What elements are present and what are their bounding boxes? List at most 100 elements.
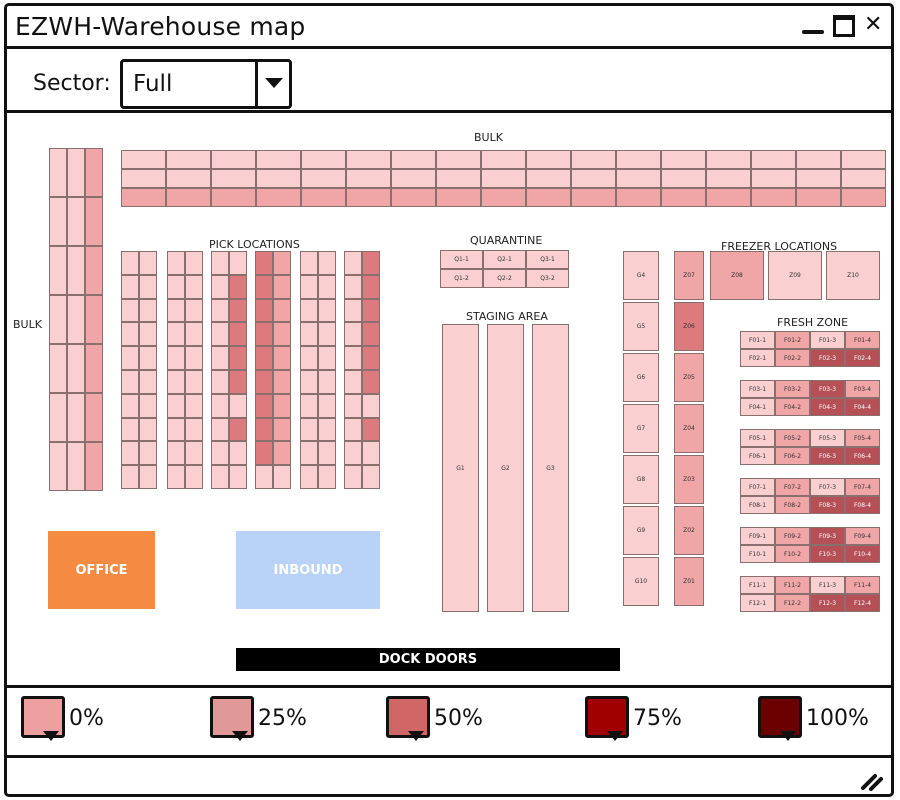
- storage-cell[interactable]: [255, 346, 273, 370]
- storage-cell[interactable]: [166, 169, 211, 188]
- storage-cell[interactable]: [139, 393, 157, 418]
- storage-cell[interactable]: F02-2: [775, 349, 810, 367]
- storage-cell[interactable]: [481, 150, 526, 169]
- storage-cell[interactable]: [211, 393, 229, 418]
- storage-cell[interactable]: F11-4: [845, 576, 880, 594]
- storage-cell[interactable]: [436, 169, 481, 188]
- storage-cell[interactable]: F07-2: [775, 478, 810, 496]
- storage-cell[interactable]: [571, 169, 616, 188]
- storage-cell[interactable]: [121, 417, 139, 442]
- storage-cell[interactable]: F09-1: [740, 527, 775, 545]
- storage-cell[interactable]: [273, 251, 291, 275]
- storage-cell[interactable]: [85, 393, 103, 442]
- storage-cell[interactable]: [841, 150, 886, 169]
- storage-cell[interactable]: [229, 251, 247, 275]
- storage-cell[interactable]: [300, 346, 318, 370]
- storage-cell[interactable]: [166, 150, 211, 169]
- storage-cell[interactable]: [318, 465, 336, 489]
- storage-cell[interactable]: [121, 188, 166, 207]
- storage-cell[interactable]: [300, 251, 318, 275]
- storage-cell[interactable]: [318, 441, 336, 466]
- storage-cell[interactable]: [300, 370, 318, 394]
- storage-cell[interactable]: [67, 442, 85, 491]
- storage-cell[interactable]: Q3-1: [526, 250, 569, 269]
- storage-cell[interactable]: F09-2: [775, 527, 810, 545]
- storage-cell[interactable]: [318, 346, 336, 370]
- storage-cell[interactable]: F07-1: [740, 478, 775, 496]
- storage-cell[interactable]: [85, 148, 103, 197]
- storage-cell[interactable]: [49, 148, 67, 197]
- storage-cell[interactable]: [167, 322, 185, 347]
- storage-cell[interactable]: [167, 370, 185, 394]
- storage-cell[interactable]: F10-3: [810, 545, 845, 563]
- storage-cell[interactable]: [300, 298, 318, 323]
- storage-cell[interactable]: [301, 150, 346, 169]
- storage-cell[interactable]: [362, 417, 380, 442]
- storage-cell[interactable]: [211, 441, 229, 466]
- storage-cell[interactable]: [318, 370, 336, 394]
- storage-cell[interactable]: F08-1: [740, 496, 775, 514]
- storage-cell[interactable]: F11-2: [775, 576, 810, 594]
- storage-cell[interactable]: [167, 417, 185, 442]
- storage-cell[interactable]: F06-3: [810, 447, 845, 465]
- storage-cell[interactable]: [273, 274, 291, 299]
- storage-cell[interactable]: [255, 441, 273, 466]
- storage-cell[interactable]: Z02: [674, 506, 704, 555]
- storage-cell[interactable]: [318, 417, 336, 442]
- storage-cell[interactable]: [49, 344, 67, 393]
- storage-cell[interactable]: F05-3: [810, 429, 845, 447]
- storage-cell[interactable]: [67, 393, 85, 442]
- storage-cell[interactable]: [344, 298, 362, 323]
- storage-cell[interactable]: [49, 246, 67, 295]
- storage-cell[interactable]: [67, 246, 85, 295]
- storage-cell[interactable]: F06-2: [775, 447, 810, 465]
- storage-cell[interactable]: [85, 442, 103, 491]
- storage-cell[interactable]: [571, 188, 616, 207]
- storage-cell[interactable]: F07-4: [845, 478, 880, 496]
- storage-cell[interactable]: Z08: [710, 251, 764, 300]
- storage-cell[interactable]: [166, 188, 211, 207]
- storage-cell[interactable]: [256, 150, 301, 169]
- storage-cell[interactable]: [362, 370, 380, 394]
- storage-cell[interactable]: [229, 370, 247, 394]
- storage-cell[interactable]: F10-4: [845, 545, 880, 563]
- storage-cell[interactable]: Q3-2: [526, 269, 569, 288]
- storage-cell[interactable]: F12-4: [845, 594, 880, 612]
- storage-cell[interactable]: [256, 169, 301, 188]
- storage-cell[interactable]: [751, 169, 796, 188]
- storage-cell[interactable]: [661, 188, 706, 207]
- storage-cell[interactable]: [211, 169, 256, 188]
- storage-cell[interactable]: [436, 150, 481, 169]
- storage-cell[interactable]: [121, 346, 139, 370]
- storage-cell[interactable]: [841, 188, 886, 207]
- storage-cell[interactable]: [301, 188, 346, 207]
- storage-cell[interactable]: [67, 344, 85, 393]
- storage-cell[interactable]: [49, 295, 67, 344]
- chevron-down-icon[interactable]: [232, 731, 248, 741]
- storage-cell[interactable]: [481, 169, 526, 188]
- storage-cell[interactable]: [300, 322, 318, 347]
- storage-cell[interactable]: [139, 465, 157, 489]
- storage-cell[interactable]: [229, 465, 247, 489]
- storage-cell[interactable]: [273, 393, 291, 418]
- storage-cell[interactable]: [139, 417, 157, 442]
- storage-cell[interactable]: [229, 441, 247, 466]
- storage-cell[interactable]: [139, 251, 157, 275]
- storage-cell[interactable]: F12-2: [775, 594, 810, 612]
- storage-cell[interactable]: F09-4: [845, 527, 880, 545]
- storage-cell[interactable]: [391, 188, 436, 207]
- storage-cell[interactable]: [167, 346, 185, 370]
- storage-cell[interactable]: [796, 188, 841, 207]
- storage-cell[interactable]: [211, 370, 229, 394]
- storage-cell[interactable]: F08-3: [810, 496, 845, 514]
- storage-cell[interactable]: [273, 441, 291, 466]
- storage-cell[interactable]: G4: [623, 251, 659, 300]
- storage-cell[interactable]: [185, 393, 203, 418]
- storage-cell[interactable]: [346, 188, 391, 207]
- chevron-down-icon[interactable]: [255, 62, 289, 106]
- storage-cell[interactable]: [185, 322, 203, 347]
- storage-cell[interactable]: Z10: [826, 251, 880, 300]
- storage-cell[interactable]: F12-3: [810, 594, 845, 612]
- storage-cell[interactable]: F03-4: [845, 380, 880, 398]
- storage-cell[interactable]: F03-2: [775, 380, 810, 398]
